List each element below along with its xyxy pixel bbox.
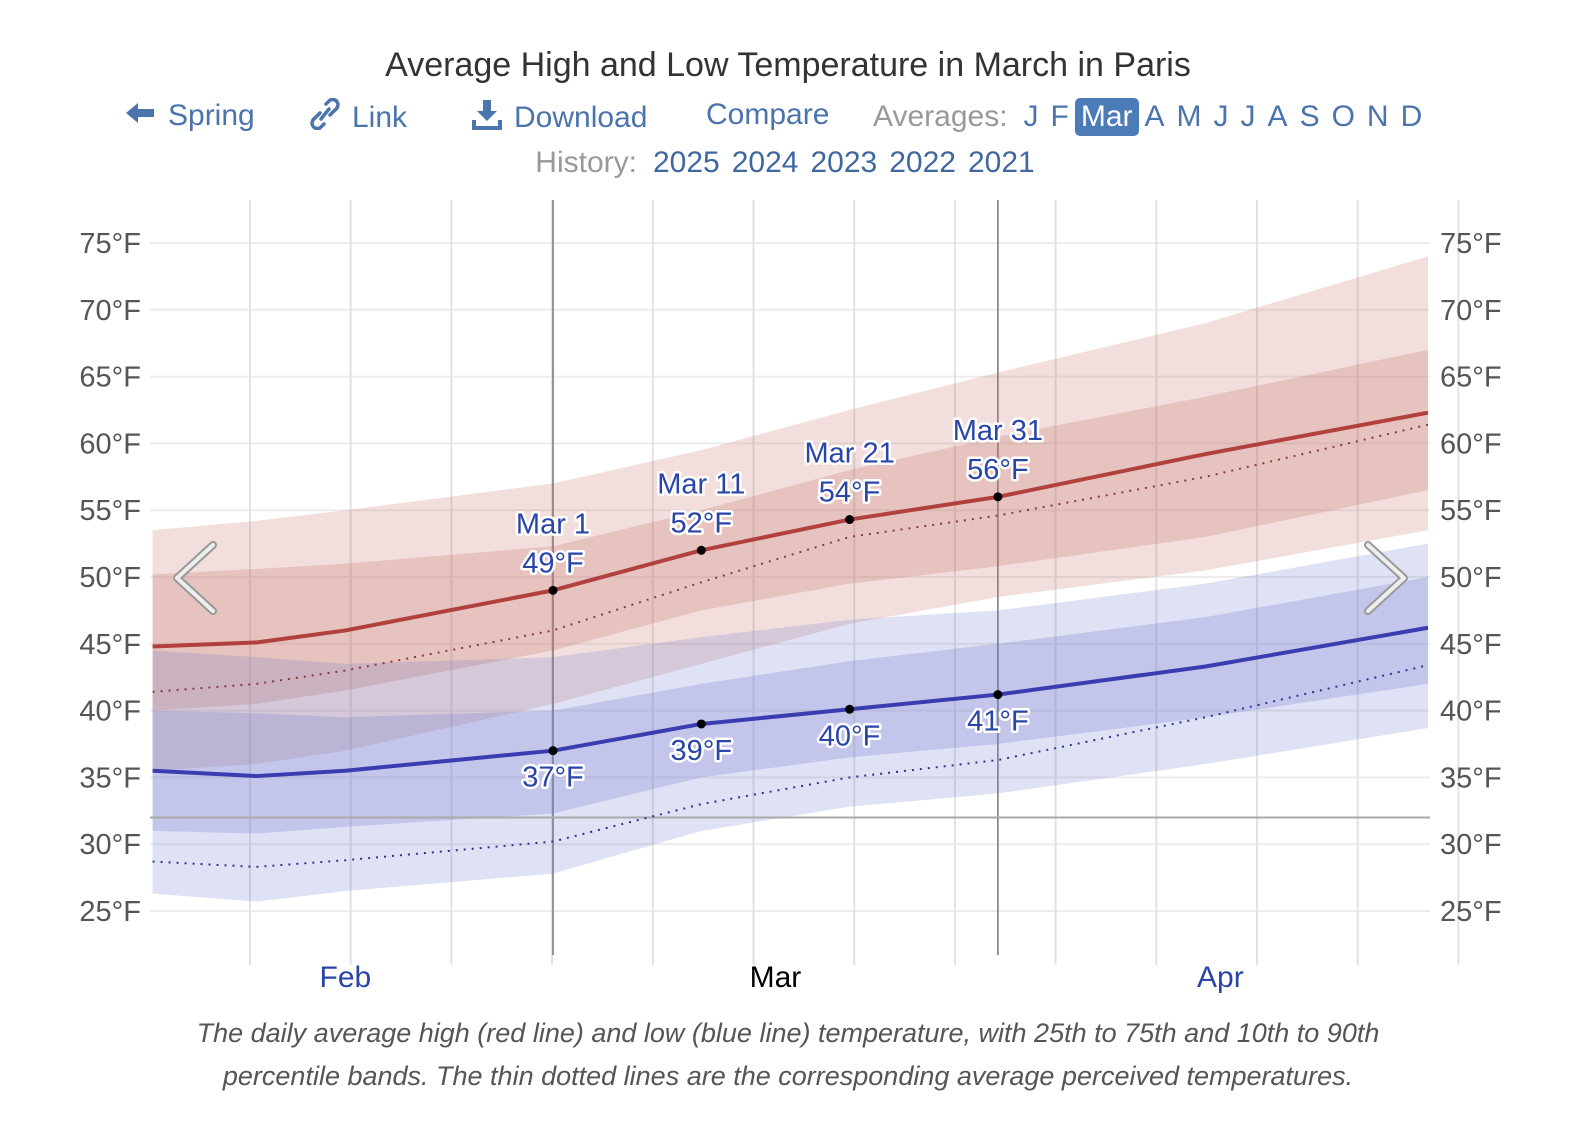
y-tick-label-left: 65°F — [79, 362, 141, 394]
y-tick-label-right: 70°F — [1440, 295, 1502, 327]
annotation-date-label: Mar 11 — [657, 468, 745, 500]
annotation-date-label: Mar 21 — [804, 438, 894, 470]
x-month-label: Feb — [320, 961, 372, 994]
month-4-button[interactable]: M — [1176, 100, 1202, 133]
high-point-marker — [993, 492, 1003, 502]
y-tick-label-right: 30°F — [1440, 829, 1502, 861]
annotation-date-label: Mar 31 — [953, 415, 1043, 447]
month-8-button[interactable]: S — [1299, 100, 1320, 133]
y-tick-label-left: 25°F — [79, 896, 141, 928]
percentile-bands — [152, 256, 1428, 902]
annotation-low-label: 40°F — [819, 720, 881, 752]
y-tick-label-right: 25°F — [1440, 896, 1502, 928]
download-icon — [472, 98, 502, 138]
y-tick-label-left: 55°F — [79, 495, 141, 527]
month-3-button[interactable]: A — [1144, 100, 1165, 133]
history-year-2024-link[interactable]: 2024 — [731, 146, 799, 179]
caption-line-1: The daily average high (red line) and lo… — [196, 1018, 1380, 1048]
history-year-2025-link[interactable]: 2025 — [652, 146, 720, 179]
annotation-date-label: Mar 1 — [516, 508, 590, 540]
annotation-low-label: 41°F — [967, 706, 1029, 738]
averages-selector: Averages: J F Mar A M J J A S O N D — [873, 98, 1428, 136]
x-month-label: Apr — [1197, 961, 1244, 994]
averages-label: Averages: — [873, 100, 1008, 133]
annotation-high-label: 52°F — [671, 507, 733, 539]
x-axis: Feb Mar Apr — [320, 961, 1244, 994]
y-tick-label-right: 60°F — [1440, 428, 1502, 460]
y-tick-label-right: 35°F — [1440, 762, 1502, 794]
month-9-button[interactable]: O — [1331, 100, 1355, 133]
month-11-button[interactable]: D — [1400, 100, 1423, 133]
low-point-marker — [696, 719, 706, 729]
arrow-left-icon — [124, 99, 156, 133]
y-axis: 25°F 25°F 30°F 30°F 35°F 35°F 40°F 40°F 45°F 45°F… — [79, 228, 1501, 928]
y-tick-label-right: 50°F — [1440, 562, 1502, 594]
link-label: Link — [352, 101, 408, 134]
y-tick-label-right: 40°F — [1440, 696, 1502, 728]
download-button[interactable]: Download — [472, 98, 647, 138]
y-tick-label-right: 55°F — [1440, 495, 1502, 527]
chart-caption: The daily average high (red line) and lo… — [0, 1012, 1576, 1098]
y-tick-label-left: 40°F — [79, 696, 141, 728]
y-tick-label-left: 70°F — [79, 295, 141, 327]
history-year-2023-link[interactable]: 2023 — [810, 146, 878, 179]
previous-month-arrow-icon[interactable] — [173, 541, 217, 615]
grid — [150, 200, 1460, 965]
caption-line-2: percentile bands. The thin dotted lines … — [222, 1061, 1354, 1091]
high-p10-p90-band — [152, 256, 1428, 771]
high-point-marker — [548, 585, 558, 595]
low-point-marker — [993, 690, 1003, 700]
link-icon — [310, 97, 340, 138]
low-p25-p75-band — [152, 577, 1428, 834]
compare-link[interactable]: Compare — [706, 98, 830, 131]
chart-title: Average High and Low Temperature in Marc… — [385, 46, 1191, 84]
history-label: History: — [535, 146, 637, 179]
month-5-button[interactable]: J — [1213, 100, 1229, 133]
y-tick-label-left: 60°F — [79, 428, 141, 460]
month-6-button[interactable]: J — [1240, 100, 1256, 133]
temperature-chart: 25°F 25°F 30°F 30°F 35°F 35°F 40°F 40°F 45°F 45°F… — [79, 200, 1502, 994]
history-year-2022-link[interactable]: 2022 — [889, 146, 956, 179]
y-tick-label-right: 65°F — [1440, 362, 1502, 394]
annotation-high-label: 56°F — [967, 454, 1029, 486]
low-p10-p90-band — [152, 543, 1428, 902]
high-point-marker — [696, 545, 706, 555]
download-label: Download — [514, 101, 648, 134]
low-point-marker — [548, 746, 558, 756]
y-tick-label-left: 50°F — [79, 562, 141, 594]
link-button[interactable]: Link — [310, 97, 408, 138]
high-perceived-dotted-line — [152, 423, 1429, 693]
history-selector: History: 2025 2024 2023 2022 2021 — [0, 146, 1576, 180]
y-tick-label-right: 75°F — [1440, 228, 1502, 260]
y-tick-label-left: 45°F — [79, 629, 141, 661]
month-0-button[interactable]: J — [1023, 100, 1039, 133]
spring-label: Spring — [168, 99, 255, 133]
annotations: Mar 1 49°F 37°F Mar 11 52°F 39°F Mar 21 54°F 40°… — [513, 412, 1045, 796]
y-tick-label-left: 30°F — [79, 829, 141, 861]
y-tick-label-left: 35°F — [79, 762, 141, 794]
next-month-arrow-icon[interactable] — [1364, 541, 1408, 615]
annotation-low-label: 39°F — [671, 735, 733, 767]
spring-back-link[interactable]: Spring — [124, 98, 255, 133]
annotation-low-label: 37°F — [522, 762, 584, 794]
month-10-button[interactable]: N — [1366, 100, 1389, 133]
x-month-label: Mar — [750, 961, 802, 994]
high-point-marker — [845, 515, 855, 525]
annotation-high-label: 54°F — [819, 477, 881, 509]
y-tick-label-right: 45°F — [1440, 629, 1502, 661]
month-7-button[interactable]: A — [1267, 100, 1288, 133]
history-year-2021-link[interactable]: 2021 — [967, 146, 1035, 179]
low-point-marker — [845, 704, 855, 714]
month-1-button[interactable]: F — [1050, 100, 1069, 133]
month-2-button[interactable]: Mar — [1074, 98, 1139, 136]
y-tick-label-left: 75°F — [79, 228, 141, 260]
annotation-high-label: 49°F — [522, 547, 584, 579]
